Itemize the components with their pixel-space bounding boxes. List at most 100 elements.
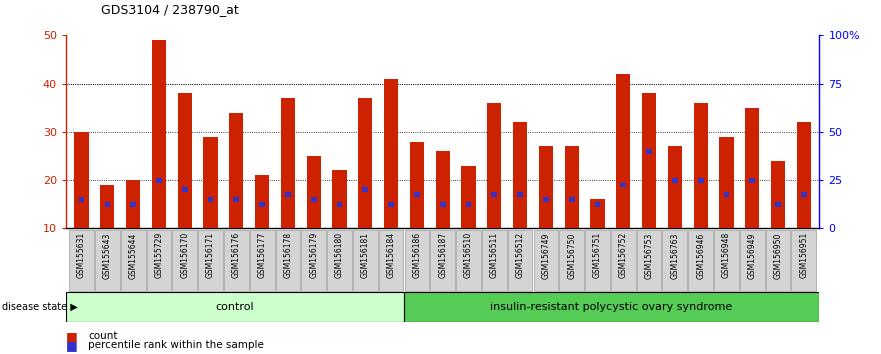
Bar: [359, 98, 373, 228]
Bar: [745, 108, 759, 228]
Text: GSM156763: GSM156763: [670, 232, 679, 279]
Bar: [766, 230, 790, 291]
Text: GSM156750: GSM156750: [567, 232, 576, 279]
Bar: [181, 187, 188, 192]
Bar: [173, 230, 197, 291]
Bar: [647, 149, 652, 154]
Bar: [404, 230, 429, 291]
Text: GSM156181: GSM156181: [361, 232, 370, 278]
Bar: [198, 230, 223, 291]
Bar: [672, 178, 677, 183]
Bar: [332, 170, 346, 228]
Bar: [492, 192, 497, 197]
Bar: [121, 230, 145, 291]
Text: disease state ▶: disease state ▶: [2, 302, 78, 312]
Bar: [595, 202, 600, 207]
Text: GSM156752: GSM156752: [618, 232, 628, 278]
Bar: [642, 93, 656, 228]
Bar: [714, 230, 739, 291]
Bar: [75, 132, 89, 228]
Bar: [126, 180, 140, 228]
Bar: [233, 197, 239, 202]
Text: GSM156177: GSM156177: [257, 232, 267, 278]
Bar: [105, 202, 110, 207]
Bar: [507, 230, 532, 291]
Bar: [152, 40, 166, 228]
Bar: [791, 230, 816, 291]
Bar: [720, 137, 734, 228]
Bar: [414, 192, 419, 197]
Bar: [482, 230, 507, 291]
Bar: [66, 292, 403, 322]
Bar: [384, 79, 398, 228]
Bar: [693, 103, 707, 228]
Bar: [616, 74, 631, 228]
Text: GSM156511: GSM156511: [490, 232, 499, 278]
Bar: [156, 178, 162, 183]
Bar: [178, 93, 192, 228]
Bar: [353, 230, 378, 291]
Bar: [146, 230, 171, 291]
Bar: [255, 175, 270, 228]
Bar: [276, 230, 300, 291]
Text: GSM156951: GSM156951: [799, 232, 809, 278]
Bar: [559, 230, 584, 291]
Text: GSM156170: GSM156170: [181, 232, 189, 278]
Bar: [698, 178, 704, 183]
Text: GSM156950: GSM156950: [774, 232, 782, 279]
Text: GDS3104 / 238790_at: GDS3104 / 238790_at: [101, 3, 239, 16]
Text: GSM156751: GSM156751: [593, 232, 602, 278]
Text: control: control: [216, 302, 255, 312]
Bar: [611, 230, 636, 291]
Bar: [723, 192, 729, 197]
Bar: [517, 192, 523, 197]
Text: GSM156187: GSM156187: [438, 232, 448, 278]
Text: GSM156178: GSM156178: [284, 232, 292, 278]
Bar: [534, 230, 559, 291]
Text: GSM156179: GSM156179: [309, 232, 318, 278]
Text: GSM156186: GSM156186: [412, 232, 421, 278]
Bar: [229, 113, 243, 228]
Text: insulin-resistant polycystic ovary syndrome: insulin-resistant polycystic ovary syndr…: [491, 302, 733, 312]
Bar: [301, 230, 326, 291]
Text: count: count: [88, 331, 117, 341]
Bar: [311, 197, 316, 202]
Text: GSM156176: GSM156176: [232, 232, 241, 278]
Bar: [775, 202, 781, 207]
Bar: [513, 122, 527, 228]
Bar: [590, 199, 604, 228]
Bar: [801, 192, 807, 197]
Bar: [663, 230, 687, 291]
Bar: [440, 202, 446, 207]
Bar: [688, 230, 713, 291]
Bar: [796, 122, 811, 228]
Text: ■: ■: [66, 330, 78, 343]
Bar: [130, 202, 136, 207]
Bar: [740, 230, 765, 291]
Bar: [224, 230, 248, 291]
Bar: [539, 146, 553, 228]
Bar: [430, 230, 455, 291]
Text: GSM156948: GSM156948: [722, 232, 731, 278]
Text: GSM156949: GSM156949: [748, 232, 757, 279]
Text: ■: ■: [66, 339, 78, 352]
Bar: [668, 146, 682, 228]
Bar: [327, 230, 352, 291]
Bar: [543, 197, 549, 202]
Text: GSM155644: GSM155644: [129, 232, 137, 279]
Bar: [620, 183, 626, 187]
Text: GSM156753: GSM156753: [645, 232, 654, 279]
Bar: [95, 230, 120, 291]
Text: GSM156184: GSM156184: [387, 232, 396, 278]
Bar: [204, 137, 218, 228]
Bar: [410, 142, 424, 228]
Text: GSM156510: GSM156510: [464, 232, 473, 278]
Bar: [750, 178, 755, 183]
Bar: [456, 230, 481, 291]
Text: percentile rank within the sample: percentile rank within the sample: [88, 340, 264, 350]
Bar: [565, 146, 579, 228]
Text: GSM155729: GSM155729: [154, 232, 164, 278]
Bar: [403, 292, 819, 322]
Bar: [100, 185, 115, 228]
Bar: [362, 187, 368, 192]
